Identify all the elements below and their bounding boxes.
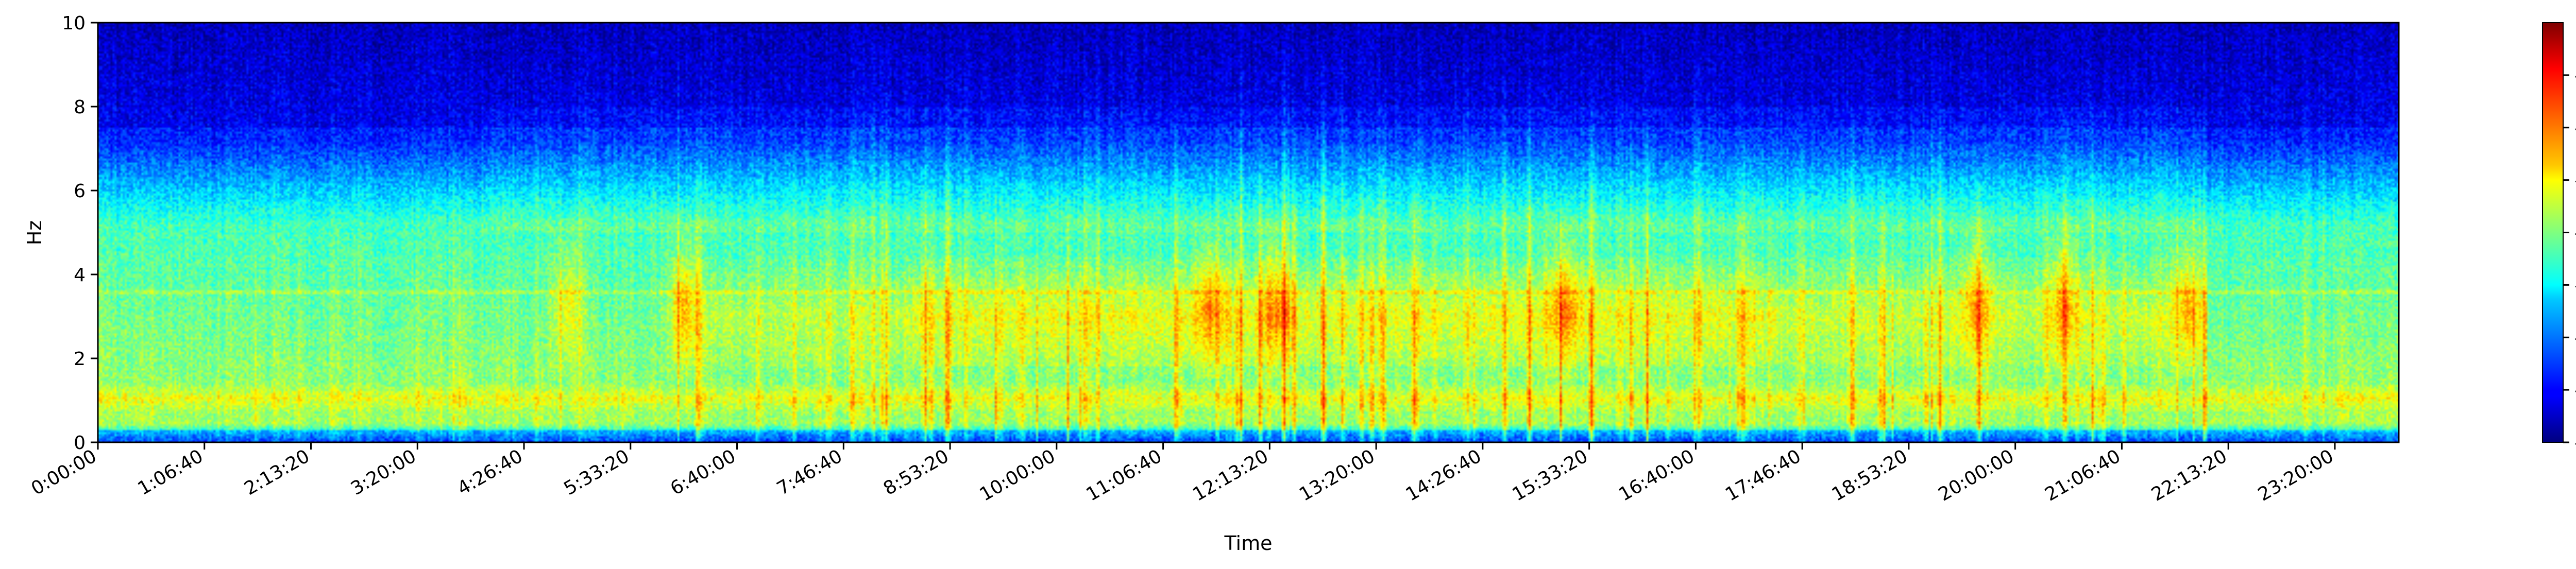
x-tick-label: 22:13:20 bbox=[2148, 445, 2231, 505]
colorbar-ticks: -10 dB -20 dB -30 dB -40 dB -50 dB -60 dB -70 … bbox=[2563, 65, 2576, 454]
y-tick-label: 8 bbox=[74, 97, 86, 118]
colorbar-tick-label: -30 dB bbox=[2574, 170, 2576, 192]
x-tick-label: 2:13:20 bbox=[241, 445, 313, 499]
x-tick-label: 5:33:20 bbox=[561, 445, 633, 499]
y-tick-label: 6 bbox=[74, 181, 86, 202]
plot-frame bbox=[97, 22, 2400, 443]
colorbar: -10 dB -20 dB -30 dB -40 dB -50 dB -60 dB -70 … bbox=[2542, 22, 2576, 454]
x-tick-label: 11:06:40 bbox=[1083, 445, 1166, 505]
y-tick-label: 4 bbox=[74, 265, 86, 286]
x-tick-label: 18:53:20 bbox=[1828, 445, 1911, 505]
x-tick-label: 6:40:00 bbox=[667, 445, 739, 499]
x-tick-label: 15:33:20 bbox=[1509, 445, 1592, 505]
colorbar-tick-label: -10 dB bbox=[2574, 65, 2576, 87]
y-axis: 0 2 4 6 8 10 bbox=[62, 13, 98, 454]
x-tick-label: 23:20:00 bbox=[2255, 445, 2337, 505]
plot-area bbox=[97, 22, 2400, 443]
x-tick-label: 14:26:40 bbox=[1402, 445, 1485, 505]
x-tick-label: 16:40:00 bbox=[1615, 445, 1698, 505]
y-tick-label: 0 bbox=[74, 433, 86, 454]
x-tick-label: 17:46:40 bbox=[1722, 445, 1805, 505]
colorbar-tick-label: -70 dB bbox=[2574, 380, 2576, 401]
x-tick-label: 21:06:40 bbox=[2041, 445, 2124, 505]
x-tick-label: 7:46:40 bbox=[773, 445, 846, 499]
y-tick-label: 10 bbox=[62, 13, 86, 34]
colorbar-tick-label: -80 dB bbox=[2574, 433, 2576, 454]
x-tick-label: 13:20:00 bbox=[1296, 445, 1379, 505]
x-tick-label: 4:26:40 bbox=[454, 445, 527, 499]
x-tick-label: 8:53:20 bbox=[880, 445, 953, 499]
x-tick-label: 12:13:20 bbox=[1189, 445, 1272, 505]
x-tick-label: 0:00:00 bbox=[28, 445, 100, 499]
x-axis: 0:00:00 1:06:40 2:13:20 3:20:00 4:26:40 5:33:… bbox=[28, 442, 2337, 506]
y-tick-label: 2 bbox=[74, 349, 86, 370]
x-tick-label: 3:20:00 bbox=[347, 445, 420, 499]
colorbar-tick-label: -20 dB bbox=[2574, 118, 2576, 139]
colorbar-tick-label: -40 dB bbox=[2574, 223, 2576, 244]
colorbar-gradient bbox=[2542, 22, 2564, 443]
colorbar-tick-label: -60 dB bbox=[2574, 327, 2576, 349]
spectrogram-heatmap bbox=[98, 23, 2399, 442]
y-axis-label: Hz bbox=[23, 220, 46, 246]
x-tick-label: 1:06:40 bbox=[134, 445, 207, 499]
x-tick-label: 10:00:00 bbox=[976, 445, 1059, 505]
x-axis-label: Time bbox=[1224, 532, 1273, 555]
colorbar-tick-label: -50 dB bbox=[2574, 275, 2576, 296]
x-tick-label: 20:00:00 bbox=[1935, 445, 2018, 505]
